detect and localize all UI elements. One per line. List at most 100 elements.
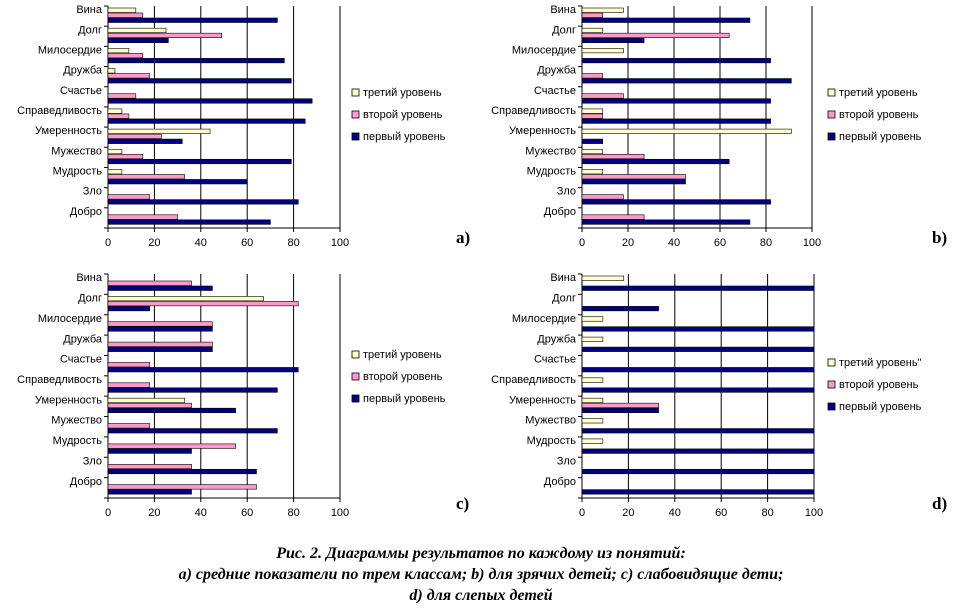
bar-first-level [581, 78, 792, 84]
bar-second-level [107, 423, 151, 429]
bar-second-level [107, 73, 151, 79]
legend-label-third: третий уровень" [839, 357, 922, 369]
bar-third-level [107, 48, 130, 54]
bar-second-level [107, 194, 151, 200]
x-tick-label: 40 [668, 237, 680, 249]
chart-panel-d: 0 20 40 60 80 100 Вина Долг Милосердие Дружба Счас… [480, 268, 962, 530]
x-tick-label: 60 [241, 237, 253, 249]
bar-first-level [107, 179, 248, 185]
bar-second-level [107, 402, 192, 408]
category-label: Вина [550, 272, 577, 284]
bar-chart-d: 0 20 40 60 80 100 Вина Долг Милосердие Дружба Счас… [491, 272, 922, 519]
bar-first-level [107, 138, 183, 144]
bar-third-level [107, 148, 123, 155]
x-tick-label: 40 [669, 507, 681, 519]
bar-second-level [107, 341, 213, 347]
bar-second-level [107, 12, 144, 18]
category-label: Умеренность [509, 394, 576, 406]
bar-third-level [581, 397, 604, 403]
category-label: Справедливость [491, 374, 576, 386]
bar-third-level [581, 48, 624, 54]
legend-swatch-first [351, 394, 360, 403]
bar-first-level [581, 17, 751, 23]
category-label: Справедливость [491, 105, 576, 117]
bar-first-level [581, 138, 604, 144]
category-label: Милосердие [512, 44, 576, 56]
category-label: Зло [83, 186, 102, 198]
category-label: Зло [557, 455, 576, 467]
category-label: Вина [76, 272, 103, 284]
bar-third-level [581, 438, 604, 444]
bar-third-level [581, 148, 604, 155]
caption-line-3: d) для слепых детей [409, 587, 553, 604]
panel-label-b: b) [932, 228, 948, 247]
bar-first-level [107, 158, 292, 165]
category-label: Дружба [537, 333, 577, 345]
bar-third-level [107, 7, 137, 13]
bar-third-level [581, 128, 792, 134]
bar-first-level [581, 306, 659, 312]
legend-swatch-first [827, 402, 836, 411]
x-tick-label: 40 [195, 237, 207, 249]
bar-third-level [107, 108, 123, 114]
figure-caption: Рис. 2. Диаграммы результатов по каждому… [0, 543, 962, 606]
bar-first-level [107, 346, 213, 352]
legend-label-second: второй уровень [363, 109, 443, 121]
category-label: Милосердие [38, 313, 102, 325]
legend-swatch-third [351, 88, 360, 97]
category-label: Долг [78, 24, 102, 36]
bar-second-level [581, 12, 604, 18]
category-label: Мужество [51, 415, 102, 427]
bar-second-level [107, 443, 236, 449]
bar-third-level [581, 336, 604, 342]
bar-first-level [581, 37, 645, 43]
category-label: Дружба [63, 333, 103, 345]
panel-label-a: a) [456, 228, 471, 247]
category-label: Добро [544, 476, 576, 488]
bar-second-level [107, 280, 192, 286]
bar-second-level [581, 32, 730, 38]
bar-first-level [581, 448, 815, 454]
x-tick-label: 100 [803, 237, 821, 249]
bar-first-level [581, 489, 815, 495]
bar-first-level [107, 285, 213, 291]
x-tick-label: 40 [195, 507, 207, 519]
bar-third-level [107, 128, 211, 134]
category-label: Счастье [60, 85, 102, 97]
bar-third-level [107, 397, 185, 403]
category-label: Добро [70, 476, 102, 488]
legend-label-first: первый уровень [363, 393, 446, 405]
category-label: Мужество [525, 145, 576, 157]
bar-first-level [107, 199, 299, 205]
bar-second-level [107, 214, 178, 220]
bar-first-level [581, 428, 815, 434]
bar-second-level [581, 402, 659, 408]
bar-first-level [107, 407, 236, 413]
x-tick-label: 0 [105, 237, 111, 249]
caption-line-2: a) средние показатели по трем классам; b… [178, 566, 784, 583]
category-label: Долг [78, 293, 102, 305]
bar-first-level [107, 367, 299, 373]
category-label: Мудрость [527, 435, 577, 447]
bar-second-level [581, 73, 604, 79]
bar-second-level [107, 133, 162, 139]
legend-swatch-second [827, 110, 836, 119]
bar-first-level [581, 387, 815, 393]
bar-first-level [581, 407, 659, 413]
bar-third-level [581, 377, 604, 383]
category-label: Вина [76, 4, 103, 16]
legend-label-second: второй уровень [363, 371, 443, 383]
bar-first-level [107, 489, 192, 495]
bar-chart-b: 0 20 40 60 80 100 Вина Долг Милосердие Дружба Счас… [491, 4, 921, 249]
bar-third-level [581, 418, 604, 424]
chart-panel-c: 0 20 40 60 80 100 Вина Долг Милосердие Дружба Счас… [0, 268, 480, 530]
bar-first-level [581, 98, 771, 104]
category-label: Зло [83, 455, 102, 467]
caption-line-1: Рис. 2. Диаграммы результатов по каждому… [276, 545, 686, 562]
bar-second-level [107, 382, 151, 388]
legend-swatch-third [827, 358, 836, 367]
bar-first-level [581, 158, 730, 165]
bar-second-level [107, 174, 185, 180]
category-label: Счастье [534, 354, 576, 366]
bar-first-level [107, 219, 271, 225]
